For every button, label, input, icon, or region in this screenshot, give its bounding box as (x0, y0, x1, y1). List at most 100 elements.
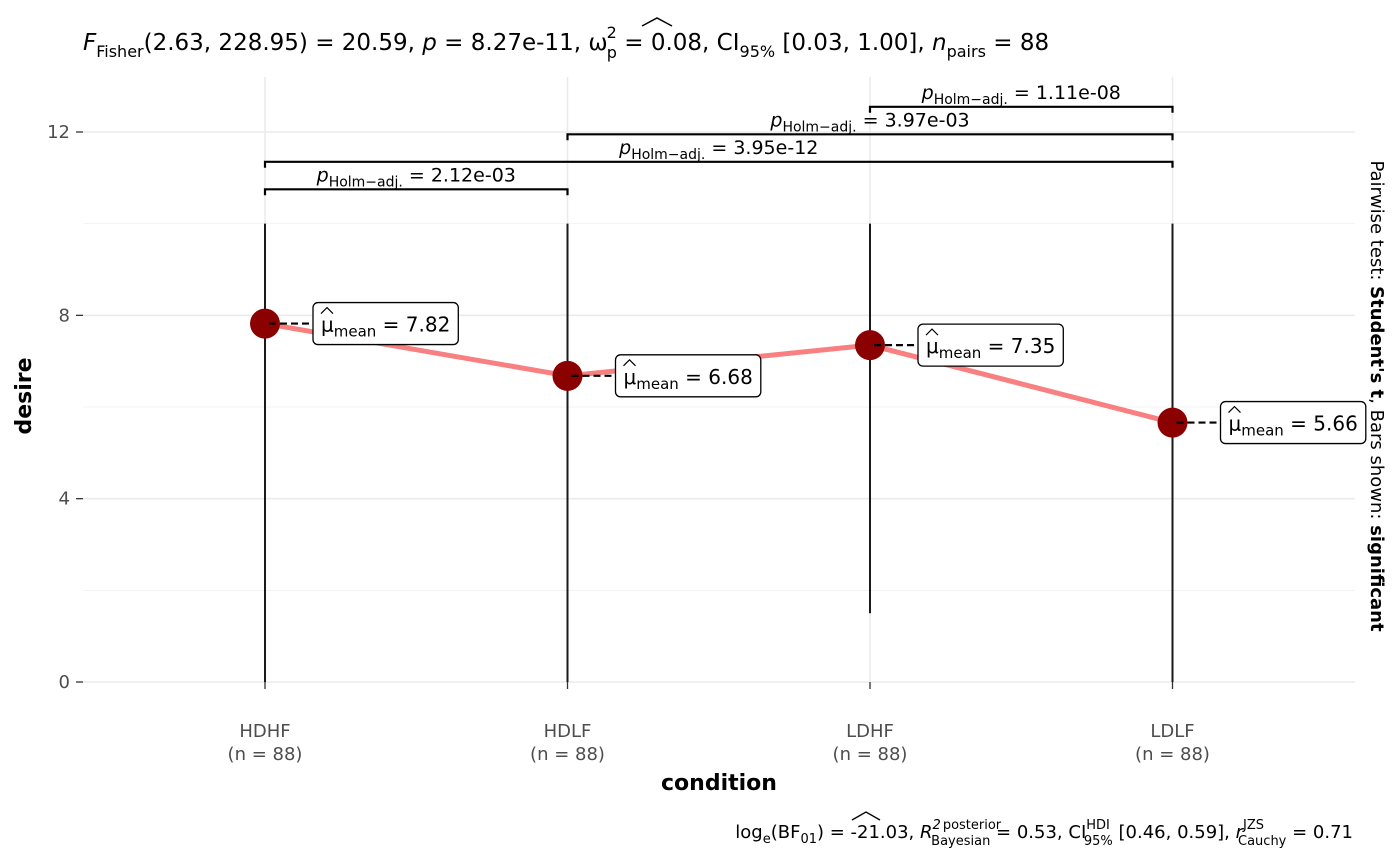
subtitle-n-symbol: n (932, 30, 947, 56)
caption-r2-symbol: R (920, 822, 933, 843)
caption-r2-sup-top: 2 (933, 818, 941, 833)
mean-label-mu: μ (321, 313, 334, 337)
y-tick-label: 4 (59, 489, 70, 510)
pairwise-label-p: p (618, 137, 631, 159)
pairwise-note: Pairwise test: Student's t, Bars shown: … (1366, 160, 1387, 632)
pairwise-bracket (263, 188, 569, 196)
mean-label-text: μmean = 6.68 (624, 365, 753, 393)
caption-r-sup: JZS (1242, 818, 1264, 833)
mean-label-sub: mean (334, 323, 377, 341)
chart-caption: loge(BF01) = -21.03, R2 posterior Bayesian… (735, 818, 1353, 849)
y-tick-label: 12 (47, 122, 70, 143)
pairwise-note-shown: significant (1366, 525, 1387, 632)
caption-ci-value: [0.46, 0.59], (1113, 822, 1236, 843)
caption-r2-sub: Bayesian (931, 834, 990, 849)
mean-point (552, 360, 583, 391)
pairwise-label-sub: Holm−adj. (934, 92, 1008, 108)
mean-label-value: 5.66 (1313, 412, 1358, 436)
caption-r-symbol: r (1236, 822, 1245, 843)
caption-r-sub: Cauchy (1238, 834, 1287, 849)
subtitle-effect-symbol: ω (588, 30, 607, 56)
x-tick-label: LDHF (846, 721, 894, 742)
mean-label-hat (1228, 405, 1241, 414)
pairwise-bracket (263, 160, 1174, 168)
mean-label-text: μmean = 7.35 (926, 334, 1055, 362)
pairwise-label-p: p (921, 82, 934, 104)
pairwise-label-p: p (769, 109, 782, 131)
caption-bf-prefix: log (735, 822, 762, 843)
caption-r2-value: = 0.53, CI (990, 822, 1086, 843)
mean-label-sub: mean (636, 375, 679, 393)
pairwise-bracket (868, 105, 1174, 113)
subtitle-hat-mark (641, 17, 673, 27)
mean-point (855, 330, 885, 361)
mean-label-eq: = (376, 313, 405, 337)
x-tick-n-label: (n = 88) (1135, 744, 1210, 765)
y-tick-label: 8 (59, 305, 70, 326)
pairwise-label: pHolm−adj. = 1.11e-08 (921, 82, 1121, 108)
mean-label-box (312, 301, 459, 346)
pairwise-bracket (566, 133, 1174, 141)
mean-label-box (1219, 400, 1367, 445)
subtitle-ci-value: [0.03, 1.00], (775, 30, 932, 56)
mean-point (250, 308, 280, 339)
x-axis: HDHF(n = 88)HDLF(n = 88)LDHF(n = 88)LDLF… (228, 682, 1210, 765)
subtitle-p-symbol: p (421, 30, 437, 56)
mean-label-mu: μ (1229, 412, 1242, 436)
subtitle-ci-sub: 95% (740, 42, 776, 61)
mean-label-sub: mean (939, 344, 982, 362)
y-tick-label: 0 (59, 672, 70, 693)
mean-label-value: 6.68 (708, 365, 753, 389)
pairwise-label: pHolm−adj. = 3.95e-12 (618, 137, 818, 163)
chart-subtitle: FFisher(2.63, 228.95) = 20.59, p = 8.27e… (83, 23, 1049, 62)
subtitle-stat-symbol: F (83, 30, 97, 56)
mean-label-mu: μ (926, 334, 939, 358)
mean-label-box (614, 354, 762, 398)
x-tick-n-label: (n = 88) (530, 744, 605, 765)
mean-label-box (917, 323, 1064, 367)
caption-bf-args-sub: 01 (800, 832, 817, 847)
pairwise-label: pHolm−adj. = 3.97e-03 (769, 109, 969, 135)
x-tick-label: HDHF (239, 721, 290, 742)
pairwise-label-value: = 3.97e-03 (857, 109, 970, 131)
pairwise-note-middle: , Bars shown: (1366, 398, 1387, 525)
mean-label-hat (623, 358, 636, 367)
caption-bf-value: ) = -21.03, (817, 822, 920, 843)
mean-label-eq: = (679, 365, 708, 389)
grid (83, 77, 1355, 683)
pairwise-label-value: = 1.11e-08 (1008, 82, 1121, 104)
mean-label-hat (925, 328, 939, 336)
x-axis-title: condition (661, 771, 777, 796)
caption-hat-mark (851, 811, 881, 821)
caption-bf-args: (BF (771, 822, 801, 843)
pairwise-label-p: p (316, 164, 329, 186)
mean-label-hat (320, 306, 334, 315)
x-tick-label: LDLF (1150, 721, 1194, 742)
mean-label-value: 7.35 (1011, 334, 1056, 358)
caption-r2-sup: posterior (943, 818, 1002, 833)
x-tick-label: HDLF (544, 721, 592, 742)
caption-ci-sup: HDI (1086, 818, 1110, 833)
x-tick-n-label: (n = 88) (228, 744, 303, 765)
mean-label-sub: mean (1241, 422, 1284, 440)
mean-point (1157, 407, 1188, 438)
subtitle-p-value: = 8.27e-11, (437, 30, 588, 56)
mean-label-value: 7.82 (406, 313, 451, 337)
subtitle-effect-sub: p (607, 43, 617, 62)
subtitle-stat-args: (2.63, 228.95) (144, 30, 308, 56)
pairwise-note-prefix: Pairwise test: (1366, 160, 1387, 286)
pairwise-label-value: = 2.12e-03 (403, 164, 516, 186)
y-axis-title: desire (12, 357, 37, 434)
mean-label-mu: μ (624, 365, 637, 389)
mean-label-text: μmean = 7.82 (321, 313, 450, 341)
pairwise-note-test: Student's t (1366, 286, 1387, 398)
subtitle-effect-sup: 2 (607, 23, 617, 42)
range-lines (264, 223, 1174, 682)
subtitle-effect-value: = 0.08, CI (617, 30, 740, 56)
caption-ci-sub: 95% (1084, 834, 1113, 849)
subtitle-n-value: = 88 (986, 30, 1049, 56)
mean-label-eq: = (981, 334, 1010, 358)
